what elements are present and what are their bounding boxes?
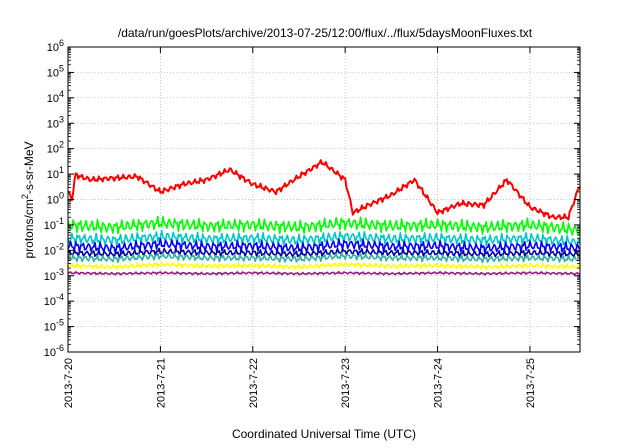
y-tick-label: 10-2: [44, 241, 64, 257]
y-tick-label: 10-6: [44, 343, 64, 359]
series-line: [67, 261, 581, 271]
y-tick-label-base: 10: [44, 322, 56, 334]
y-tick-label-base: 10: [44, 271, 56, 283]
y-tick-label-base: 10: [47, 93, 59, 105]
y-tick-label-base: 10: [47, 42, 59, 54]
y-tick-label-base: 10: [44, 245, 56, 257]
chart-title: /data/run/goesPlots/archive/2013-07-25/1…: [118, 26, 533, 40]
grid: [68, 47, 580, 352]
y-tick-label-exp: 5: [59, 63, 64, 73]
y-tick-label-exp: -1: [56, 216, 64, 226]
x-tick-label: 2013-7-24: [433, 358, 445, 408]
y-tick-label: 10-3: [44, 267, 64, 283]
y-axis-label: protons/cm2-s-sr-MeV: [20, 141, 36, 258]
y-tick-label: 104: [47, 89, 64, 105]
y-tick-label: 10-5: [44, 318, 64, 334]
series-line: [67, 247, 581, 259]
x-tick-label: 2013-7-25: [525, 358, 537, 408]
y-tick-label-exp: 6: [59, 38, 64, 48]
y-tick-label-exp: -3: [56, 267, 64, 277]
series-line: [67, 215, 581, 236]
y-axis: 10-610-510-410-310-210-11001011021031041…: [44, 38, 580, 359]
y-tick-label-base: 10: [47, 195, 59, 207]
y-tick-label: 101: [47, 165, 64, 181]
y-tick-label-base: 10: [47, 67, 59, 79]
y-tick-label: 103: [47, 114, 64, 130]
y-tick-label-exp: 0: [59, 191, 64, 201]
y-tick-label-exp: 3: [59, 114, 64, 124]
y-tick-label-base: 10: [47, 169, 59, 181]
y-tick-label: 10-1: [44, 216, 64, 232]
y-tick-label-exp: 2: [59, 140, 64, 150]
y-tick-label-exp: -5: [56, 318, 64, 328]
y-tick-label: 105: [47, 63, 64, 79]
y-tick-label-base: 10: [44, 220, 56, 232]
series-line: [67, 237, 581, 255]
y-tick-label-exp: -6: [56, 343, 64, 353]
y-axis-label-sup: 2: [20, 194, 30, 199]
y-tick-label-base: 10: [47, 118, 59, 130]
series-line: [67, 159, 581, 221]
y-tick-label-exp: -2: [56, 241, 64, 251]
x-axis: 2013-7-20 2013-7-21 2013-7-22 2013-7-23 2013…: [63, 47, 537, 408]
y-tick-label-exp: -4: [56, 292, 64, 302]
x-tick-label: 2013-7-23: [340, 358, 352, 408]
y-tick-label-exp: 1: [59, 165, 64, 175]
y-tick-label-base: 10: [44, 347, 56, 359]
y-tick-label: 100: [47, 191, 64, 207]
y-tick-label-base: 10: [44, 296, 56, 308]
series-line: [67, 229, 581, 247]
y-tick-label-base: 10: [47, 144, 59, 156]
x-axis-label: Coordinated Universal Time (UTC): [232, 427, 416, 441]
y-axis-label-main: protons/cm: [22, 199, 36, 258]
y-tick-label: 102: [47, 140, 64, 156]
series-line: [67, 252, 581, 264]
y-axis-label-tail: -s-sr-MeV: [22, 141, 36, 194]
y-tick-label: 10-4: [44, 292, 64, 308]
x-tick-label: 2013-7-22: [248, 358, 260, 408]
x-tick-label: 2013-7-21: [155, 358, 167, 408]
x-tick-label: 2013-7-20: [63, 358, 75, 408]
y-tick-label: 106: [47, 38, 64, 54]
series-line: [67, 270, 581, 276]
series-group: [67, 159, 581, 276]
y-tick-label-exp: 4: [59, 89, 64, 99]
